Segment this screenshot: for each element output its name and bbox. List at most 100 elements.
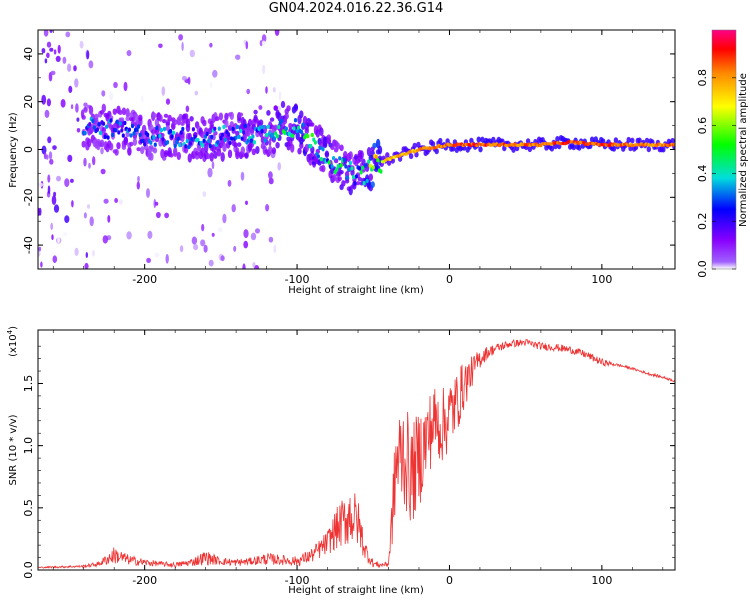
spectrogram-noise-cell [203,244,208,253]
spectrogram-noise-cell [76,117,80,122]
snr-x-tick-label: -100 [285,574,310,587]
spectrogram-ridge-halo [355,181,361,186]
spectrogram-noise-cell [245,41,249,50]
spectrogram-ridge-cell [176,136,180,141]
spectrogram-noise-cell [43,30,49,37]
spectrogram-ridge-cell [344,164,348,169]
spectrogram-ridge-cell [309,143,313,149]
spectrogram-noise-cell [240,171,245,181]
spectrogram-ridge-cell [321,147,325,152]
spectrogram-ridge-cell [216,140,220,145]
spectrogram-ridge-cell [205,131,209,137]
spectrogram-ridge-halo [132,138,138,146]
snr-y-tick-label: 1.0 [22,437,35,455]
spectrogram-x-tick-label: 100 [591,273,612,286]
spectrogram-ridge-halo [359,150,364,160]
spectrogram-ridge-cell [300,129,304,135]
spectrogram-noise-cell [53,204,60,213]
spectrogram-ridge-halo [430,141,436,147]
spectrogram-ridge-cell [359,170,363,175]
spectrogram-ridge-halo [277,112,282,122]
spectrogram-noise-cell [209,81,213,89]
colorbar-tick-label: 0.4 [696,165,709,183]
spectrogram-ridge-halo [335,142,341,150]
spectrogram-ridge-halo [258,119,264,126]
spectrogram-noise-cell [44,58,48,64]
spectrogram-ridge-cell [191,127,195,132]
spectrogram-ridge-halo [215,116,220,122]
spectrogram-noise-cell [113,81,118,89]
spectrogram-noise-cell [268,138,272,147]
spectrogram-ridge-halo [372,142,377,149]
spectrogram-ridge-cell [266,124,270,129]
spectrogram-noise-cell [64,178,70,188]
spectrogram-ridge-halo [237,142,242,148]
spectrogram-ridge-cell [362,181,366,186]
spectrogram-noise-cell [265,204,270,212]
spectrogram-noise-cell [146,257,152,263]
spectrogram-ridge-halo [370,181,375,189]
spectrogram-noise-cell [200,239,206,247]
spectrogram-ridge-halo [224,112,229,121]
spectrogram-ridge-cell [306,134,310,139]
spectrogram-noise-cell [252,262,256,268]
spectrogram-ridge-halo [119,117,125,122]
spectrogram-ridge-cell [188,141,192,146]
spectrogram-noise-cell [67,63,72,72]
spectrogram-noise-cell [261,40,266,46]
spectrogram-ridge-cell [127,127,131,132]
spectrogram-ridge-cell [169,128,173,134]
spectrogram-noise-cell [265,86,268,94]
spectrogram-noise-cell [47,136,52,144]
snr-y-tick-label: 0.0 [22,561,35,579]
spectrogram-noise-cell [38,182,44,187]
spectrogram-ridge-halo [341,180,346,187]
spectrogram-noise-cell [246,88,251,95]
spectrogram-ridge-cell [263,138,267,143]
spectrogram-y-axis-label: Frequency (Hz) [8,112,19,188]
colorbar-tick-label: 0.8 [696,69,709,87]
spectrogram-noise-cell [207,167,213,178]
spectrogram-ridge-cell [97,122,101,127]
spectrogram-ridge-halo [286,105,291,112]
spectrogram-ridge-halo [511,146,516,153]
spectrogram-ridge-cell [313,140,317,145]
spectrogram-ridge-halo [255,146,260,154]
spectrogram-noise-cell [45,154,49,160]
spectrogram-y-tick-label: 40 [22,47,35,61]
spectrogram-noise-cell [164,212,170,219]
spectrogram-ridge-cell [368,163,372,168]
snr-axes: -200 -100 0 100 0.0 0.5 1.0 1.5 [22,330,675,587]
spectrogram-ridge-cell [222,124,226,130]
spectrogram-ridge-halo [227,149,233,159]
spectrogram-ridge-cell [158,133,162,139]
spectrogram-x-axis-label: Height of straight line (km) [288,285,424,296]
spectrogram-noise-cell [53,49,57,55]
spectrogram-ridge-halo [94,113,99,120]
spectrogram-x-tick-label: -200 [132,273,157,286]
spectrogram-noise-cell [268,177,274,185]
snr-panel: -200 -100 0 100 0.0 0.5 1.0 1.5 Height of strai… [6,326,676,596]
spectrogram-noise-cell [38,207,41,216]
spectrogram-ridge-cell [260,129,264,134]
spectrogram-ridge-cell [159,127,163,133]
spectrogram-ridge-cell [210,134,214,140]
spectrogram-ridge-halo [173,147,178,157]
spectrogram-ridge-halo [330,145,335,151]
colorbar-tick-label: 0.0 [696,260,709,278]
spectrogram-ridge-cell [138,132,142,138]
spectrogram-noise-cell [254,265,260,269]
spectrogram-ridge-halo [271,147,277,155]
spectrogram-ridge-cell [217,126,221,131]
spectrogram-ridge-halo [163,152,169,158]
spectrogram-noise-cell [62,232,68,237]
spectrogram-ridge-cell [170,134,174,139]
spectrogram-noise-cell [268,171,273,180]
spectrogram-noise-cell [75,103,79,113]
spectrogram-ridge-halo [211,144,216,153]
spectrogram-noise-cell [185,105,190,113]
snr-scale-factor: (x104) [6,326,19,357]
spectrogram-ridge-halo [158,114,163,122]
spectrogram-ridge-halo [577,144,582,151]
